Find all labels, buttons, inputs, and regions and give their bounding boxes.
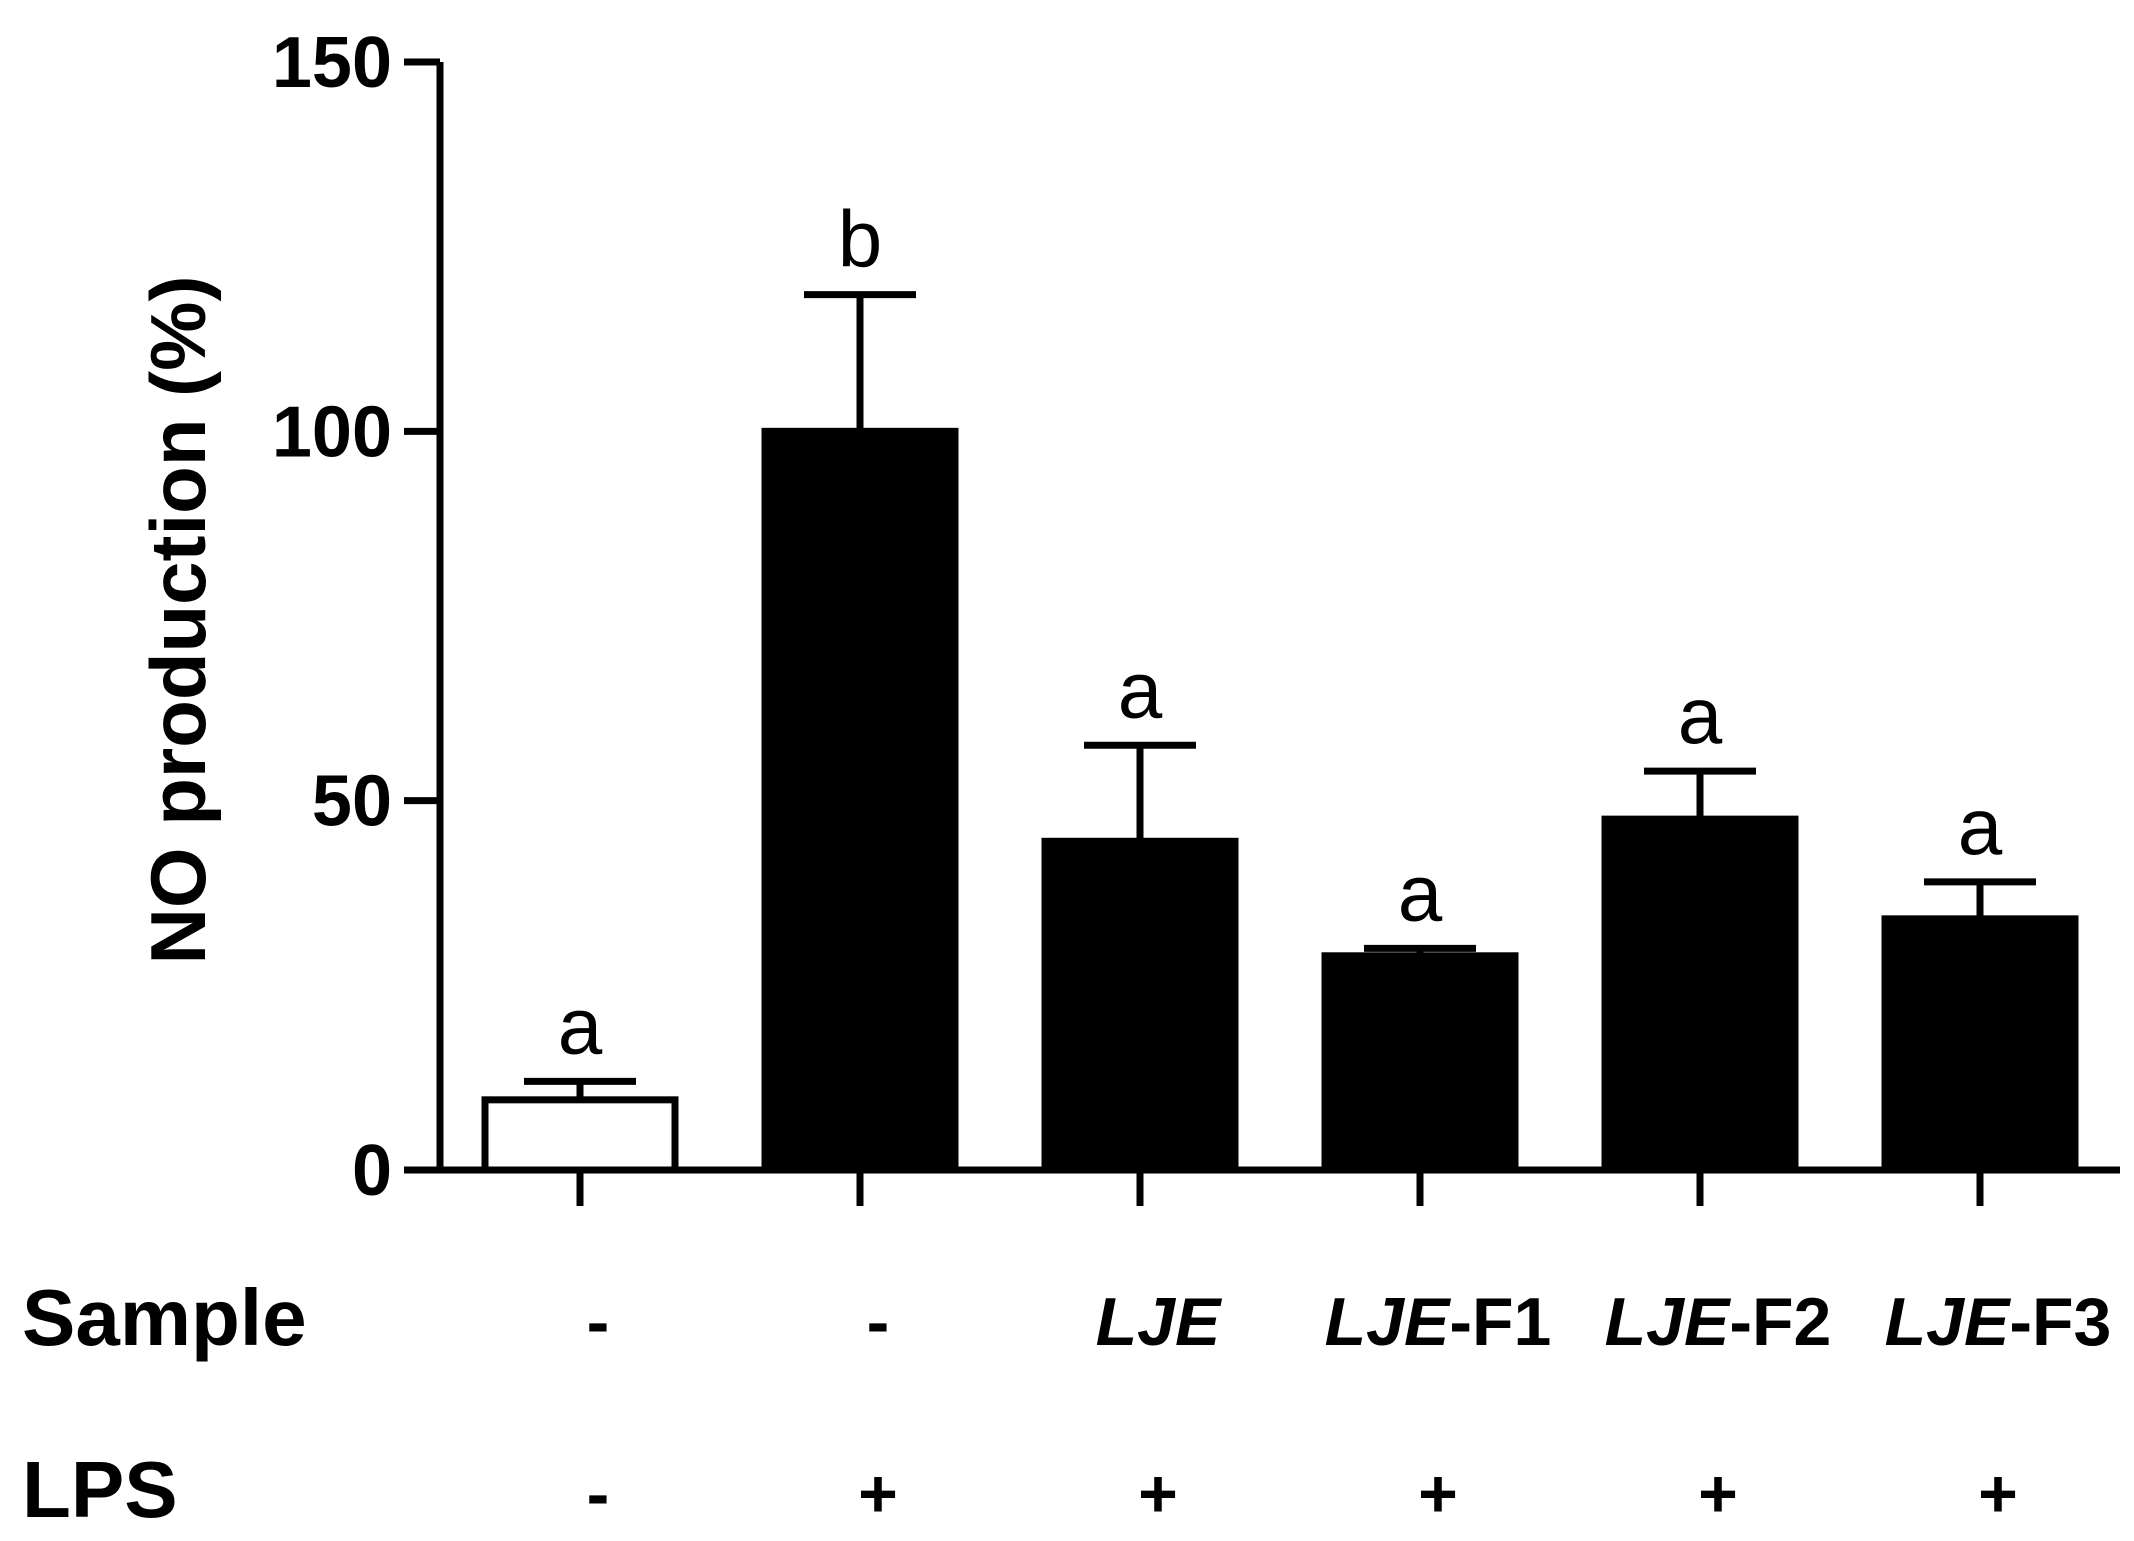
lps-condition-label: - (587, 1456, 610, 1532)
lps-condition-label: + (1418, 1456, 1458, 1532)
sample-condition-label: LJE-F3 (1885, 1284, 2112, 1360)
bar (1881, 915, 2079, 1174)
sample-condition-label: LJE (1096, 1284, 1223, 1360)
sample-name-suffix: - (867, 1284, 890, 1360)
bar (481, 1096, 679, 1174)
sample-name-italic: LJE (1096, 1284, 1223, 1360)
y-axis-title: NO production (%) (134, 276, 222, 965)
x-axis (436, 1166, 2120, 1206)
lps-condition-label: + (858, 1456, 898, 1532)
sample-name-italic: LJE (1605, 1284, 1732, 1360)
bar (761, 427, 959, 1174)
sample-name-italic: LJE (1325, 1284, 1452, 1360)
significance-label: b (838, 195, 883, 284)
lps-condition-row: - + + + + + (587, 1456, 2018, 1532)
error-bars (524, 291, 2036, 1100)
lps-condition-label: + (1698, 1456, 1738, 1532)
significance-label: a (1398, 848, 1443, 937)
bar (1601, 815, 1799, 1174)
sample-condition-label: - (587, 1284, 610, 1360)
sample-condition-label: - (867, 1284, 890, 1360)
significance-label: a (558, 981, 603, 1070)
lps-condition-label: + (1138, 1456, 1178, 1532)
bar (1321, 952, 1519, 1174)
significance-label: a (1118, 645, 1163, 734)
significance-label: a (1958, 782, 2003, 871)
sample-condition-label: LJE-F1 (1325, 1284, 1552, 1360)
lps-row-title: LPS (22, 1445, 178, 1534)
sample-name-suffix: -F2 (1729, 1284, 1831, 1360)
significance-labels: a b a a a a (558, 195, 2003, 1071)
sample-condition-label: LJE-F2 (1605, 1284, 1832, 1360)
bar (1041, 837, 1239, 1174)
y-tick-label: 100 (272, 392, 392, 472)
sample-name-suffix: -F1 (1449, 1284, 1551, 1360)
sample-name-italic: LJE (1885, 1284, 2012, 1360)
sample-row-title: Sample (22, 1273, 307, 1362)
sample-name-suffix: - (587, 1284, 610, 1360)
y-tick-label: 50 (312, 762, 392, 842)
y-tick-label: 0 (352, 1131, 392, 1211)
bars (481, 427, 2079, 1174)
sample-condition-row: - - LJE LJE-F1 LJE-F2 LJE-F3 (587, 1284, 2112, 1360)
y-tick-label: 150 (272, 23, 392, 103)
sample-name-suffix: -F3 (2009, 1284, 2111, 1360)
significance-label: a (1678, 671, 1723, 760)
lps-condition-label: + (1978, 1456, 2018, 1532)
y-axis: 0 50 100 150 (272, 23, 444, 1211)
